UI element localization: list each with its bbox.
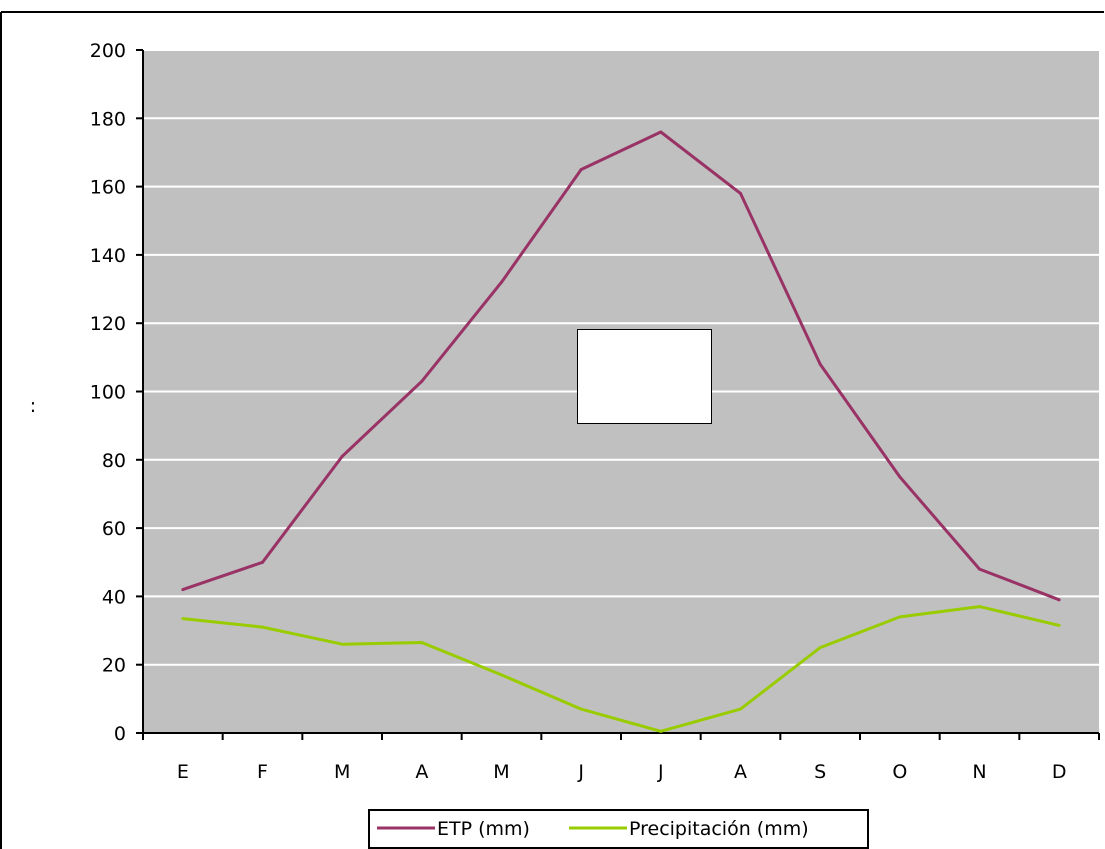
data-point: [340, 454, 344, 458]
data-point: [181, 617, 185, 621]
data-point: [739, 191, 742, 195]
data-point: [1057, 623, 1061, 627]
data-point: [1057, 598, 1061, 602]
x-tick-label: F: [257, 761, 268, 783]
x-tick-label: M: [334, 761, 350, 783]
data-point: [420, 379, 424, 383]
x-tick-label: A: [415, 761, 428, 783]
x-tick-label: E: [177, 761, 189, 783]
data-point: [818, 646, 822, 650]
data-point: [181, 588, 185, 592]
y-tick-label: 180: [90, 108, 126, 130]
x-tick-label: D: [1052, 761, 1067, 783]
data-point: [261, 560, 264, 564]
y-axis: 0 20 40 60 80 100 120 140 160 180 200: [90, 40, 144, 745]
y-axis-label: :: [30, 395, 36, 417]
legend: ETP (mm) Precipitación (mm): [368, 809, 869, 849]
data-point: [978, 567, 981, 571]
y-tick-label: 80: [102, 450, 126, 472]
series-line-etp: [182, 130, 1060, 602]
x-tick-label: A: [734, 761, 747, 783]
annotation-box: [577, 329, 712, 424]
legend-label-etp: ETP (mm): [437, 818, 530, 840]
data-point: [500, 673, 503, 677]
data-point: [261, 625, 264, 629]
y-tick-label: 0: [114, 723, 126, 745]
y-tick-label: 160: [90, 177, 126, 199]
data-point: [659, 130, 663, 134]
data-point: [420, 641, 424, 645]
y-tick-label: 40: [102, 586, 126, 608]
data-point: [739, 707, 742, 711]
data-point: [579, 168, 583, 172]
y-tick-label: 120: [90, 313, 126, 335]
data-point: [818, 362, 822, 366]
data-point: [898, 615, 902, 619]
x-tick-label: O: [892, 761, 907, 783]
x-tick-label: S: [814, 761, 826, 783]
y-tick-label: 100: [90, 382, 126, 404]
data-point: [340, 642, 344, 646]
y-tick-label: 200: [90, 40, 126, 62]
y-tick-label: 60: [102, 518, 126, 540]
data-point: [978, 605, 981, 609]
series-lines: [181, 130, 1061, 733]
x-tick-label: J: [657, 761, 664, 783]
x-tick-label: M: [493, 761, 509, 783]
gridlines: [143, 49, 1099, 666]
data-point: [579, 707, 583, 711]
y-tick-label: 140: [90, 245, 126, 267]
legend-label-precip: Precipitación (mm): [629, 818, 809, 840]
y-tick-label: 20: [102, 655, 126, 677]
data-point: [898, 475, 902, 479]
data-point: [659, 729, 663, 733]
series-line-precipitacion: [182, 605, 1060, 733]
x-tick-label: N: [972, 761, 986, 783]
x-tick-label: J: [577, 761, 584, 783]
data-point: [500, 280, 503, 284]
